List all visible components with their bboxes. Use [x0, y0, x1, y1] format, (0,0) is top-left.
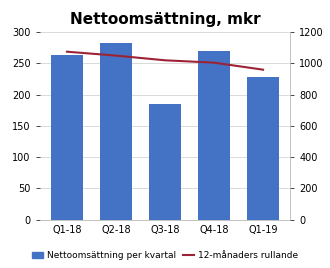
Bar	[51, 55, 83, 220]
Bar	[149, 104, 181, 220]
Legend: Nettoomsättning per kvartal, 12-månaders rullande: Nettoomsättning per kvartal, 12-månaders…	[29, 247, 301, 263]
Bar	[100, 43, 132, 220]
Title: Nettoomsättning, mkr: Nettoomsättning, mkr	[70, 12, 260, 27]
Bar	[198, 51, 230, 220]
Bar	[247, 77, 279, 220]
